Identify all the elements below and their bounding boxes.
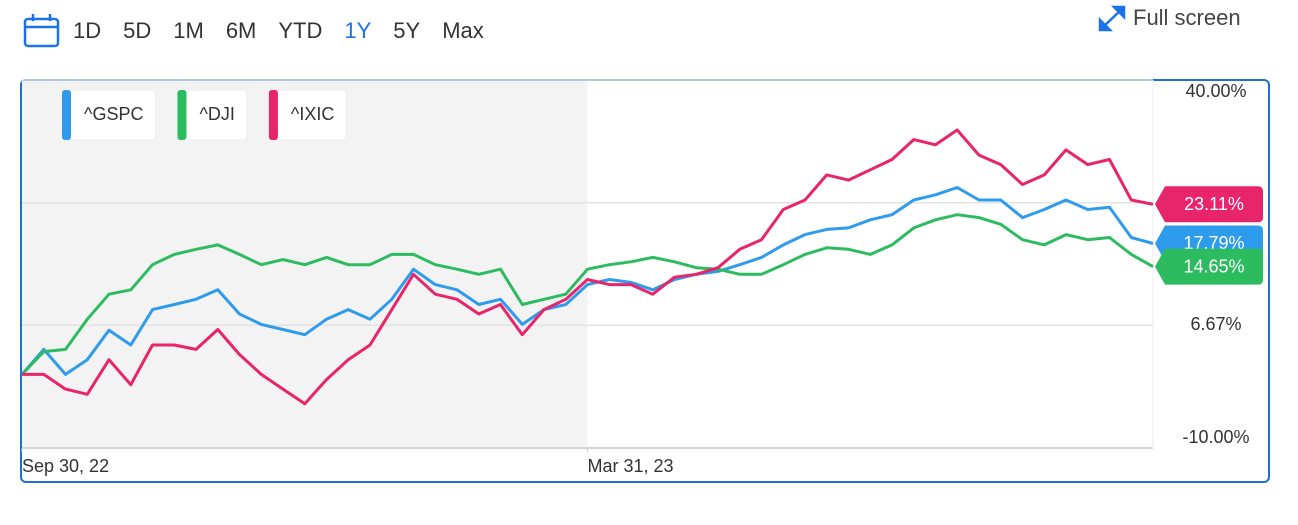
legend-item[interactable]: ^DJI <box>176 89 248 141</box>
end-tag <box>1155 186 1263 223</box>
series-line <box>20 213 1154 376</box>
y-tick-label: 6.67% <box>1190 314 1241 334</box>
end-tag-label: 14.65% <box>1183 256 1244 276</box>
series-line <box>22 128 1154 406</box>
range-button[interactable]: YTD <box>278 18 322 43</box>
end-tag-label: 23.11% <box>1184 194 1244 214</box>
legend-item[interactable]: ^IXIC <box>268 89 347 141</box>
calendar-icon[interactable] <box>23 14 60 48</box>
legend-swatch <box>177 90 187 140</box>
fullscreen-button[interactable]: Full screen <box>1133 5 1241 30</box>
range-button[interactable]: 1Y <box>344 18 371 43</box>
range-button[interactable]: Max <box>442 18 484 43</box>
plot: -10.00% 6.67% 40.00% Sep 30, 22 Mar 31, 23 17… <box>20 79 1263 476</box>
y-tick-label: -10.00% <box>1182 427 1249 447</box>
legend-swatch <box>62 90 71 140</box>
end-tag-label: 17.79% <box>1183 233 1244 253</box>
legend-swatch <box>268 90 278 140</box>
range-button[interactable]: 5D <box>123 18 151 43</box>
range-button[interactable]: 5Y <box>393 18 420 43</box>
fullscreen-icon[interactable] <box>1098 5 1126 32</box>
x-tick-label: Mar 31, 23 <box>588 456 674 476</box>
series-line <box>20 186 1154 376</box>
x-tick-label: Sep 30, 22 <box>22 456 109 476</box>
y-tick-label: 40.00% <box>1185 81 1246 101</box>
range-button[interactable]: 1D <box>73 18 101 43</box>
end-tag <box>1155 248 1263 285</box>
range-button[interactable]: 6M <box>226 18 257 43</box>
legend-label: ^GSPC <box>84 104 143 124</box>
range-toolbar: 1D 5D 1M 6M YTD 1Y 5Y Max <box>73 18 484 43</box>
range-button[interactable]: 1M <box>173 18 204 43</box>
legend-label: ^IXIC <box>291 104 334 124</box>
legend-item[interactable]: ^GSPC <box>61 89 156 141</box>
legend-label: ^DJI <box>199 104 234 124</box>
